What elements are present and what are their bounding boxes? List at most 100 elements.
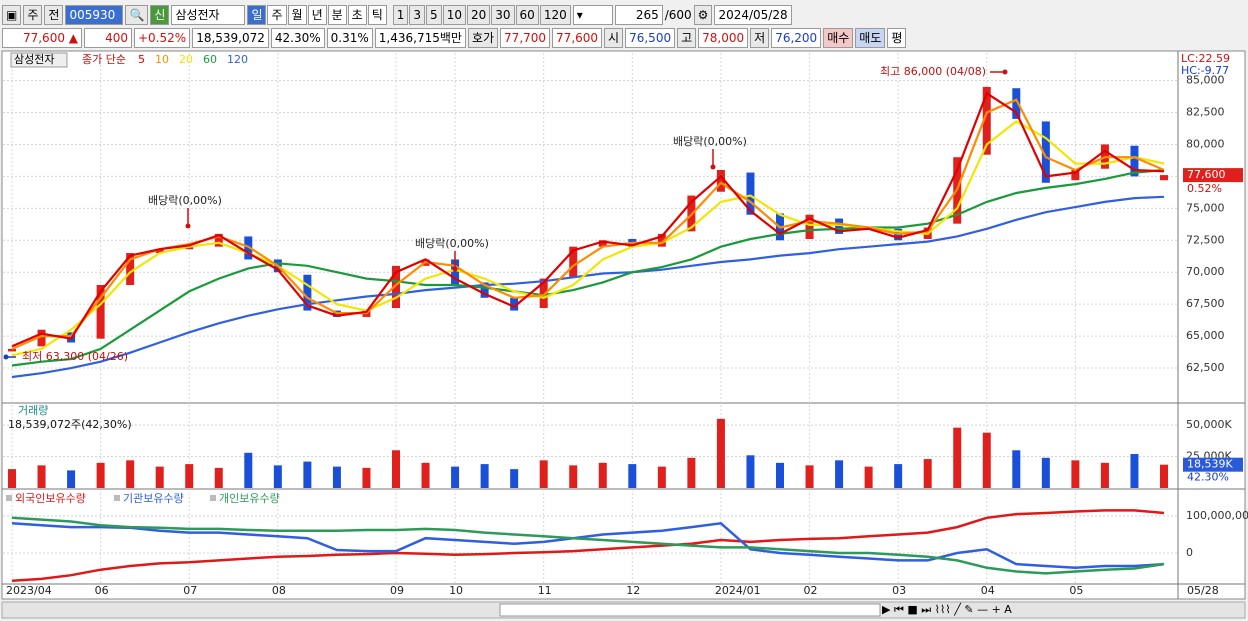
x-tick-label: 07 [183, 584, 197, 597]
ratio-label: 42.30% [1187, 471, 1229, 484]
period-button[interactable]: 초 [347, 5, 367, 25]
badge: 신 [150, 5, 170, 25]
scope[interactable]: 전 [44, 5, 64, 25]
interval-button[interactable]: 5 [426, 5, 442, 25]
tools[interactable]: ⚙ [693, 5, 713, 25]
turnover: 0.31% [326, 28, 373, 48]
annotation: 배당락(0,00%) [673, 135, 747, 148]
volume-bar [155, 466, 164, 488]
volume-bar [1071, 460, 1080, 488]
x-tick-label: 06 [95, 584, 109, 597]
scroll-buttons[interactable]: ▶ ⏮ ■ ⏭ ⌇⌇⌇ ╱ ✎ — + A [882, 602, 1012, 616]
code-input[interactable]: 005930 [65, 5, 124, 25]
ask: 77,700 [500, 28, 551, 48]
annotation: 최고 86,000 (04/08) [880, 65, 986, 78]
high: 78,000 [698, 28, 749, 48]
interval-button[interactable]: 3 [409, 5, 426, 25]
chart-title: 삼성전자 [14, 53, 54, 66]
interval-button[interactable]: 120 [539, 5, 571, 25]
interval-button[interactable]: 20 [466, 5, 491, 25]
x-tick-label: 08 [272, 584, 286, 597]
volume-bar [244, 452, 253, 488]
chart: ▶ ⏮ ■ ⏭ ⌇⌇⌇ ╱ ✎ — + A 62,500 65,000 67,500… [1, 50, 1248, 619]
interval-button[interactable]: 10 [442, 5, 466, 25]
period-button[interactable]: 틱 [367, 5, 387, 25]
candle [126, 253, 135, 285]
annotation: 배당락(0,00%) [415, 237, 489, 250]
y-tick-label: 72,500 [1186, 233, 1225, 246]
search[interactable]: 🔍 [125, 5, 149, 25]
volume-bar [835, 460, 844, 488]
volume-bar [539, 460, 548, 488]
period-button[interactable]: 년 [307, 5, 327, 25]
x-end-label: 05/28 [1187, 584, 1219, 597]
volume-bar [67, 470, 76, 488]
line [11, 521, 1165, 570]
volume-bar [1041, 457, 1050, 488]
dropdown[interactable]: ▾ [572, 5, 613, 25]
count[interactable]: 265 [614, 5, 663, 25]
candle [185, 246, 194, 250]
sell-button[interactable]: 매도 [855, 28, 886, 48]
interval-button[interactable]: 1 [392, 5, 409, 25]
volume-bar [1012, 450, 1021, 488]
volume-bar [392, 450, 400, 488]
y-tick-label: 67,500 [1186, 297, 1225, 310]
scroll-thumb[interactable] [499, 603, 881, 617]
y-tick-label: 50,000K [1186, 418, 1232, 431]
period-button[interactable]: 분 [327, 5, 347, 25]
candle [510, 297, 519, 311]
buy-button[interactable]: 매수 [823, 28, 854, 48]
x-tick-label: 11 [538, 584, 552, 597]
volume-bar [628, 464, 637, 488]
candle [303, 274, 312, 311]
y-tick-label: 65,000 [1186, 329, 1225, 342]
candle [214, 233, 223, 247]
x-tick-label: 02 [804, 584, 818, 597]
period-button[interactable]: 주 [267, 5, 287, 25]
value-label: 18,539K [1187, 458, 1233, 471]
quote-bar: 77,600 ▲ 400 +0.52% 18,539,072 42.30% 0.… [2, 27, 907, 49]
change: 400 [84, 28, 132, 48]
label: 호가 [467, 28, 499, 48]
y-tick-label: 70,000 [1186, 265, 1225, 278]
legend-entry: 120 [227, 53, 248, 66]
volume-ratio: 42.30% [270, 28, 325, 48]
volume-bar [303, 461, 312, 488]
volume: 18,539,072 [192, 28, 269, 48]
volume-bar [1160, 464, 1168, 488]
arrow-head [3, 354, 9, 360]
volume-bar [569, 465, 578, 488]
y-tick-label: 75,000 [1186, 201, 1225, 214]
period-button[interactable]: 월 [287, 5, 307, 25]
candle [1130, 145, 1139, 177]
volume-bar [480, 464, 489, 488]
line [11, 120, 1165, 357]
volume-bar [657, 466, 666, 488]
y-tick-label: 62,500 [1186, 361, 1225, 374]
period-button[interactable]: 일 [247, 5, 267, 25]
legend-marker [6, 495, 12, 501]
price: 77,600 ▲ [2, 28, 82, 48]
candle [451, 259, 460, 285]
volume-bar [37, 465, 46, 488]
date[interactable]: 2024/05/28 [714, 5, 792, 25]
interval-button[interactable]: 60 [515, 5, 539, 25]
x-tick-label: 04 [981, 584, 995, 597]
avg-button[interactable]: 평 [887, 28, 907, 48]
arrow-head [452, 266, 458, 272]
max: /600 [664, 8, 692, 22]
volume-bar [776, 462, 784, 488]
low: 76,200 [771, 28, 822, 48]
volume-bar [864, 466, 873, 488]
volume-bar [126, 460, 135, 488]
y-tick-label: 82,500 [1186, 106, 1225, 119]
icon[interactable]: ▣ [2, 5, 22, 25]
legend-entry: 외국인보유수량 [15, 492, 86, 505]
interval-button[interactable]: 30 [491, 5, 515, 25]
market[interactable]: 주 [23, 5, 43, 25]
candle [480, 282, 489, 298]
